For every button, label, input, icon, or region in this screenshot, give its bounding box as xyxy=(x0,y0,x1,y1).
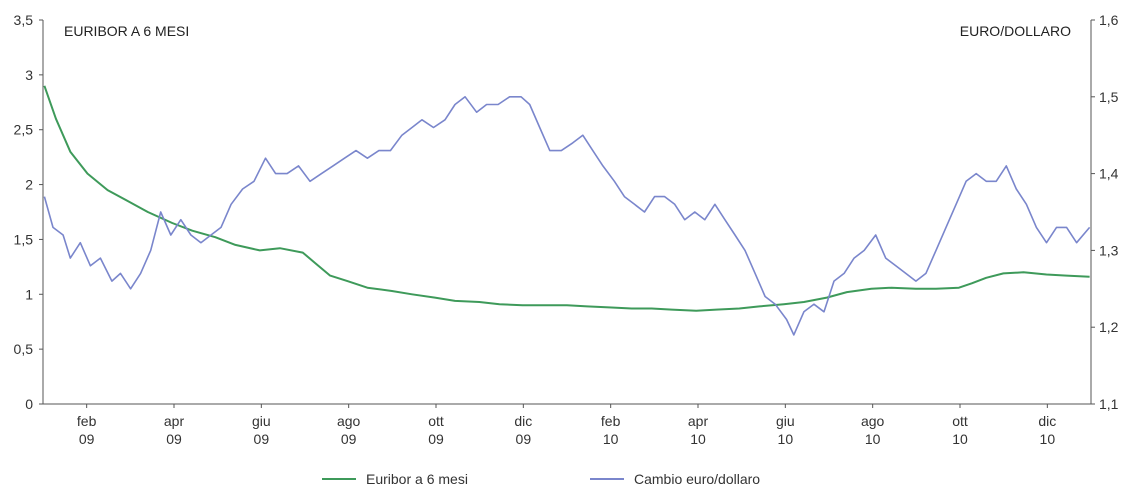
x-tick-month: apr xyxy=(164,413,185,429)
x-tick-month: ott xyxy=(428,413,444,429)
series-line-cambio xyxy=(43,96,1091,336)
x-tick-month: dic xyxy=(514,413,532,429)
left-tick-label: 3 xyxy=(25,67,33,83)
x-tick-month: ott xyxy=(952,413,968,429)
right-axis-title: EURO/DOLLARO xyxy=(960,23,1071,39)
x-axis: feb 09 apr 09 giu 09 ago 09 ott 09 dic 09 feb 10 apr 10… xyxy=(77,404,1056,447)
left-y-axis: 0 0,5 1 1,5 2 2,5 3 3,5 xyxy=(14,12,43,412)
left-tick-label: 0,5 xyxy=(14,341,34,357)
x-tick-year: 10 xyxy=(952,431,968,447)
x-tick-year: 09 xyxy=(516,431,532,447)
x-tick-year: 09 xyxy=(166,431,182,447)
right-y-axis: 1,1 1,2 1,3 1,4 1,5 1,6 xyxy=(1091,12,1119,412)
x-tick-month: ago xyxy=(337,413,361,429)
x-tick-year: 10 xyxy=(1040,431,1056,447)
x-tick-month: feb xyxy=(601,413,621,429)
x-tick-year: 09 xyxy=(79,431,95,447)
right-tick-label: 1,1 xyxy=(1099,396,1119,412)
left-tick-label: 1 xyxy=(25,286,33,302)
x-tick-month: ago xyxy=(861,413,885,429)
left-tick-label: 2 xyxy=(25,177,33,193)
x-tick-month: giu xyxy=(252,413,271,429)
right-tick-label: 1,2 xyxy=(1099,319,1119,335)
x-tick-year: 10 xyxy=(603,431,619,447)
legend: Euribor a 6 mesi Cambio euro/dollaro xyxy=(322,471,760,487)
series-lines xyxy=(43,85,1091,336)
plot-frame xyxy=(42,20,1092,405)
right-tick-label: 1,5 xyxy=(1099,89,1119,105)
x-tick-month: feb xyxy=(77,413,97,429)
right-tick-label: 1,4 xyxy=(1099,166,1119,182)
x-tick-year: 09 xyxy=(428,431,444,447)
left-tick-label: 2,5 xyxy=(14,122,34,138)
x-tick-month: dic xyxy=(1038,413,1056,429)
left-tick-label: 0 xyxy=(25,396,33,412)
series-line-euribor xyxy=(43,85,1090,312)
right-tick-label: 1,6 xyxy=(1099,12,1119,28)
x-tick-year: 10 xyxy=(778,431,794,447)
x-tick-year: 10 xyxy=(865,431,881,447)
x-tick-year: 09 xyxy=(254,431,270,447)
left-tick-label: 3,5 xyxy=(14,12,34,28)
right-tick-label: 1,3 xyxy=(1099,242,1119,258)
left-tick-label: 1,5 xyxy=(14,231,34,247)
legend-label: Euribor a 6 mesi xyxy=(366,471,468,487)
legend-label: Cambio euro/dollaro xyxy=(634,471,760,487)
x-tick-year: 10 xyxy=(690,431,706,447)
x-tick-month: giu xyxy=(776,413,795,429)
x-tick-year: 09 xyxy=(341,431,357,447)
x-tick-month: apr xyxy=(688,413,709,429)
left-axis-title: EURIBOR A 6 MESI xyxy=(64,23,189,39)
